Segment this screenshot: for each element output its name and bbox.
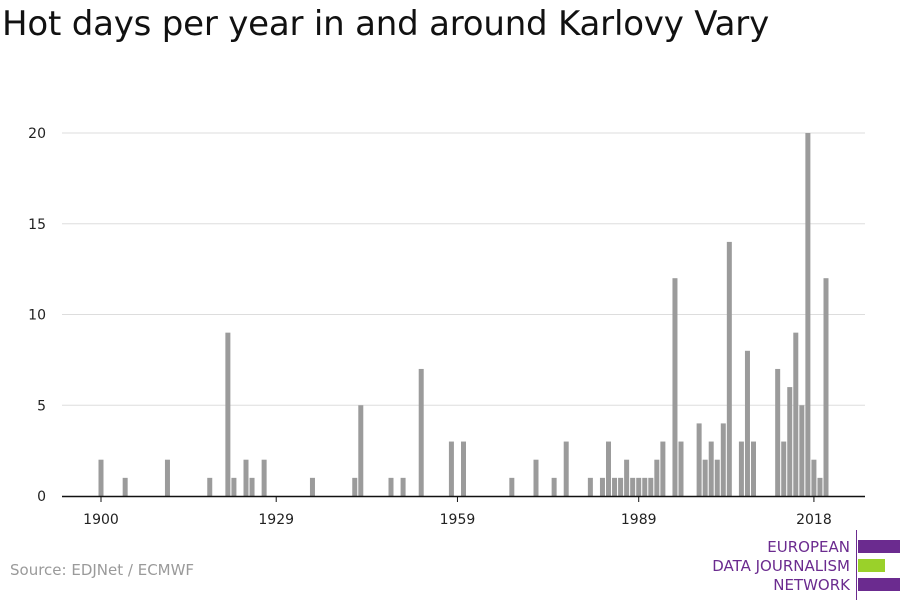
source-note: Source: EDJNet / ECMWF xyxy=(10,561,195,579)
bar-1987 xyxy=(624,459,630,496)
bar-1992 xyxy=(654,459,660,496)
bar-1958 xyxy=(448,441,454,496)
bar-1981 xyxy=(587,477,593,496)
bar-2006 xyxy=(738,441,744,496)
edjnet-logo: EUROPEAN DATA JOURNALISM NETWORK xyxy=(700,530,900,600)
bar-1993 xyxy=(660,441,666,496)
bar-1988 xyxy=(630,477,636,496)
bar-1904 xyxy=(122,477,128,496)
bar-1900 xyxy=(98,459,104,496)
bar-chart: 0 5 10 15 20 1900 1929 1959 1989 2018 xyxy=(28,126,865,528)
page-title: Hot days per year in and around Karlovy … xyxy=(2,4,770,44)
bar-1984 xyxy=(606,441,611,496)
y-tick-label-15: 15 xyxy=(28,217,46,233)
bar-2000 xyxy=(702,459,708,496)
bar-1985 xyxy=(612,477,618,496)
bar-1943 xyxy=(358,405,364,496)
bar-1975 xyxy=(551,477,557,496)
bar-2018 xyxy=(811,459,817,496)
bar-2008 xyxy=(751,441,756,496)
bar-1918 xyxy=(207,477,213,496)
bar-1972 xyxy=(533,459,539,496)
bar-2020 xyxy=(823,278,829,496)
bar-1995 xyxy=(672,278,678,496)
bar-1950 xyxy=(400,477,406,496)
y-tick-label-0: 0 xyxy=(37,489,46,505)
bar-1911 xyxy=(164,459,170,496)
bar-1990 xyxy=(642,477,648,496)
logo-text-line-1: EUROPEAN xyxy=(767,538,850,556)
bar-1922 xyxy=(231,477,237,496)
y-tick-label-10: 10 xyxy=(28,308,46,324)
x-tick-label-1959: 1959 xyxy=(440,512,476,528)
bar-2002 xyxy=(714,459,720,496)
bar-1996 xyxy=(678,441,684,496)
bar-2014 xyxy=(787,387,793,496)
bar-2003 xyxy=(720,423,726,496)
y-tick-label-5: 5 xyxy=(37,398,46,414)
bar-2015 xyxy=(793,332,799,496)
bar-1960 xyxy=(461,441,466,496)
bar-2019 xyxy=(817,477,823,496)
logo-divider xyxy=(856,530,857,600)
bar-1927 xyxy=(261,459,267,496)
bar-1924 xyxy=(243,459,249,496)
bar-2004 xyxy=(726,241,732,496)
bar-1999 xyxy=(696,423,702,496)
x-tick-label-1900: 1900 xyxy=(83,512,119,528)
bar-1989 xyxy=(636,477,642,496)
grid-lines xyxy=(62,132,865,406)
bar-2012 xyxy=(775,368,781,496)
bars xyxy=(98,133,829,496)
logo-text-line-2: DATA JOURNALISM xyxy=(712,557,850,575)
bar-1921 xyxy=(225,332,231,496)
bar-1968 xyxy=(509,477,515,496)
bar-1986 xyxy=(618,477,624,496)
logo-text-line-3: NETWORK xyxy=(773,576,850,594)
x-tick-label-2018: 2018 xyxy=(796,512,832,528)
y-tick-label-20: 20 xyxy=(28,126,46,142)
x-tick-label-1989: 1989 xyxy=(621,512,657,528)
bar-2017 xyxy=(805,133,811,496)
logo-bar-green xyxy=(858,559,885,572)
bar-1977 xyxy=(563,441,569,496)
bar-2007 xyxy=(744,350,750,496)
x-tick-label-1929: 1929 xyxy=(258,512,294,528)
bar-2016 xyxy=(799,405,805,496)
logo-bar-purple-top xyxy=(858,540,900,553)
logo-bar-purple-bottom xyxy=(858,578,900,591)
bar-1953 xyxy=(418,368,424,496)
bar-1991 xyxy=(648,477,654,496)
x-tick-labels: 1900 1929 1959 1989 2018 xyxy=(83,496,832,528)
bar-1942 xyxy=(352,477,358,496)
bar-1948 xyxy=(388,477,394,496)
y-tick-labels: 0 5 10 15 20 xyxy=(28,126,46,505)
bar-1983 xyxy=(599,477,605,496)
bar-1935 xyxy=(309,477,315,496)
bar-2013 xyxy=(781,441,787,496)
bar-2001 xyxy=(708,441,714,496)
bar-1925 xyxy=(249,477,255,496)
